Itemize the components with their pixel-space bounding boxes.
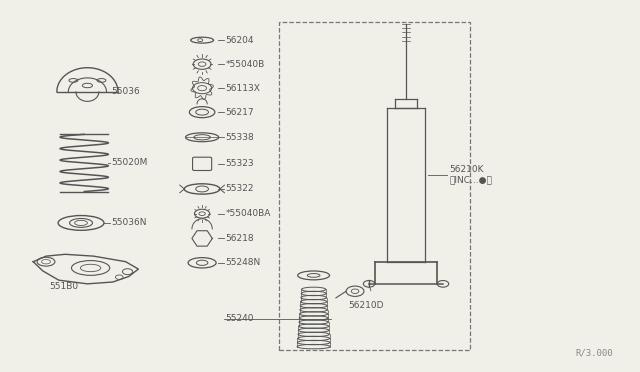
Text: 55020M: 55020M (111, 158, 147, 167)
Text: （INC...●）: （INC...●） (449, 175, 492, 184)
Text: 55338: 55338 (226, 133, 255, 142)
Text: 56217: 56217 (226, 108, 254, 117)
Text: R/3.000: R/3.000 (575, 349, 613, 358)
Text: 56210D: 56210D (349, 301, 384, 311)
Text: 55323: 55323 (226, 159, 254, 169)
Text: 56218: 56218 (226, 234, 254, 243)
Text: 55240: 55240 (226, 314, 254, 323)
Text: *55040B: *55040B (226, 60, 265, 69)
Text: 55036: 55036 (111, 87, 140, 96)
Text: 551B0: 551B0 (49, 282, 78, 291)
Text: *55040BA: *55040BA (226, 209, 271, 218)
Bar (278, 22, 470, 350)
Text: 56204: 56204 (226, 36, 254, 45)
Text: 55036N: 55036N (111, 218, 147, 227)
Text: 56210K: 56210K (449, 165, 484, 174)
Text: 55322: 55322 (226, 185, 254, 193)
Text: 55248N: 55248N (226, 258, 261, 267)
Text: 56113X: 56113X (226, 84, 260, 93)
